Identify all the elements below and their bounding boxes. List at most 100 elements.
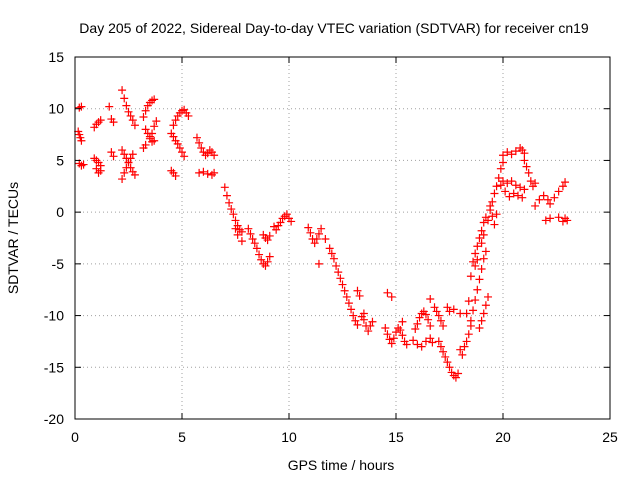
data-point — [227, 205, 236, 214]
data-point — [340, 286, 349, 295]
data-point — [282, 210, 291, 219]
data-point — [421, 337, 430, 346]
data-point — [265, 252, 274, 261]
data-point — [479, 254, 488, 263]
data-point — [481, 301, 490, 310]
data-point — [428, 338, 437, 347]
data-point — [554, 187, 563, 196]
x-tick-label: 0 — [71, 429, 79, 445]
data-point — [96, 116, 105, 125]
data-point — [336, 274, 345, 283]
data-point — [499, 177, 507, 186]
data-point — [118, 86, 127, 95]
y-tick-label: 5 — [56, 152, 64, 168]
data-point — [520, 149, 529, 158]
data-point — [466, 316, 475, 325]
data-point — [118, 146, 127, 155]
y-tick-label: -20 — [44, 411, 64, 427]
data-point — [329, 254, 338, 263]
data-point — [222, 191, 231, 200]
data-point — [259, 259, 268, 268]
data-point — [443, 358, 452, 367]
data-point — [231, 216, 240, 225]
data-point — [503, 179, 512, 188]
data-point — [120, 168, 129, 177]
data-point — [479, 230, 488, 239]
data-point — [353, 286, 362, 295]
data-point — [501, 187, 510, 196]
data-point — [94, 168, 103, 177]
data-point — [516, 183, 525, 192]
y-tick-label: 0 — [56, 204, 64, 220]
data-point — [488, 212, 497, 221]
y-tick-label: 15 — [48, 49, 64, 65]
data-point — [496, 164, 505, 173]
data-point — [334, 268, 343, 277]
data-point — [413, 340, 422, 349]
data-point — [349, 311, 358, 320]
data-point — [171, 116, 180, 125]
y-tick-label: 10 — [48, 101, 64, 117]
data-point — [225, 198, 234, 207]
data-point — [417, 342, 426, 351]
data-point — [167, 166, 176, 175]
data-point — [77, 136, 86, 145]
data-point — [237, 237, 246, 246]
data-point — [445, 363, 454, 372]
data-point — [471, 249, 480, 258]
data-point — [347, 305, 356, 314]
data-point — [507, 177, 516, 186]
data-point — [109, 152, 118, 161]
data-point — [141, 125, 150, 134]
data-point — [79, 160, 88, 169]
data-point — [449, 305, 458, 314]
data-point — [475, 234, 484, 242]
data-point — [148, 129, 157, 138]
data-point — [522, 162, 531, 171]
y-tick-label: -10 — [44, 308, 64, 324]
data-point — [327, 249, 336, 258]
data-point — [477, 265, 486, 274]
x-tick-label: 25 — [602, 429, 618, 445]
data-points — [74, 86, 572, 382]
data-point — [511, 181, 520, 190]
data-point — [505, 192, 514, 201]
data-point — [486, 201, 495, 210]
data-point — [355, 291, 364, 300]
data-point — [314, 259, 323, 268]
data-point — [383, 288, 392, 297]
x-tick-label: 15 — [388, 429, 404, 445]
data-point — [415, 313, 424, 322]
data-point — [417, 309, 426, 318]
x-tick-label: 10 — [281, 429, 297, 445]
data-point — [492, 182, 501, 191]
data-point — [195, 168, 204, 177]
data-point — [321, 235, 330, 244]
data-point — [192, 133, 201, 142]
data-point — [368, 317, 377, 326]
data-point — [109, 118, 118, 127]
data-point — [561, 178, 570, 187]
data-point — [124, 107, 133, 116]
data-point — [481, 247, 490, 256]
data-point — [317, 224, 326, 233]
data-point — [479, 309, 488, 318]
data-point — [436, 342, 445, 351]
data-point — [180, 152, 189, 161]
data-point — [351, 316, 360, 325]
data-point — [492, 210, 501, 219]
data-point — [464, 297, 473, 306]
data-point — [366, 321, 375, 330]
data-point — [445, 307, 454, 316]
data-point — [148, 96, 157, 105]
data-point — [150, 95, 159, 104]
data-point — [150, 122, 159, 131]
data-point — [439, 321, 448, 330]
data-point — [122, 101, 131, 110]
data-point — [398, 331, 407, 340]
x-tick-label: 5 — [178, 429, 186, 445]
axes: 0 5 10 15 20 25 15 10 5 0 -5 -10 -15 -20 — [44, 49, 618, 445]
data-point — [424, 315, 433, 324]
data-point — [237, 227, 246, 236]
